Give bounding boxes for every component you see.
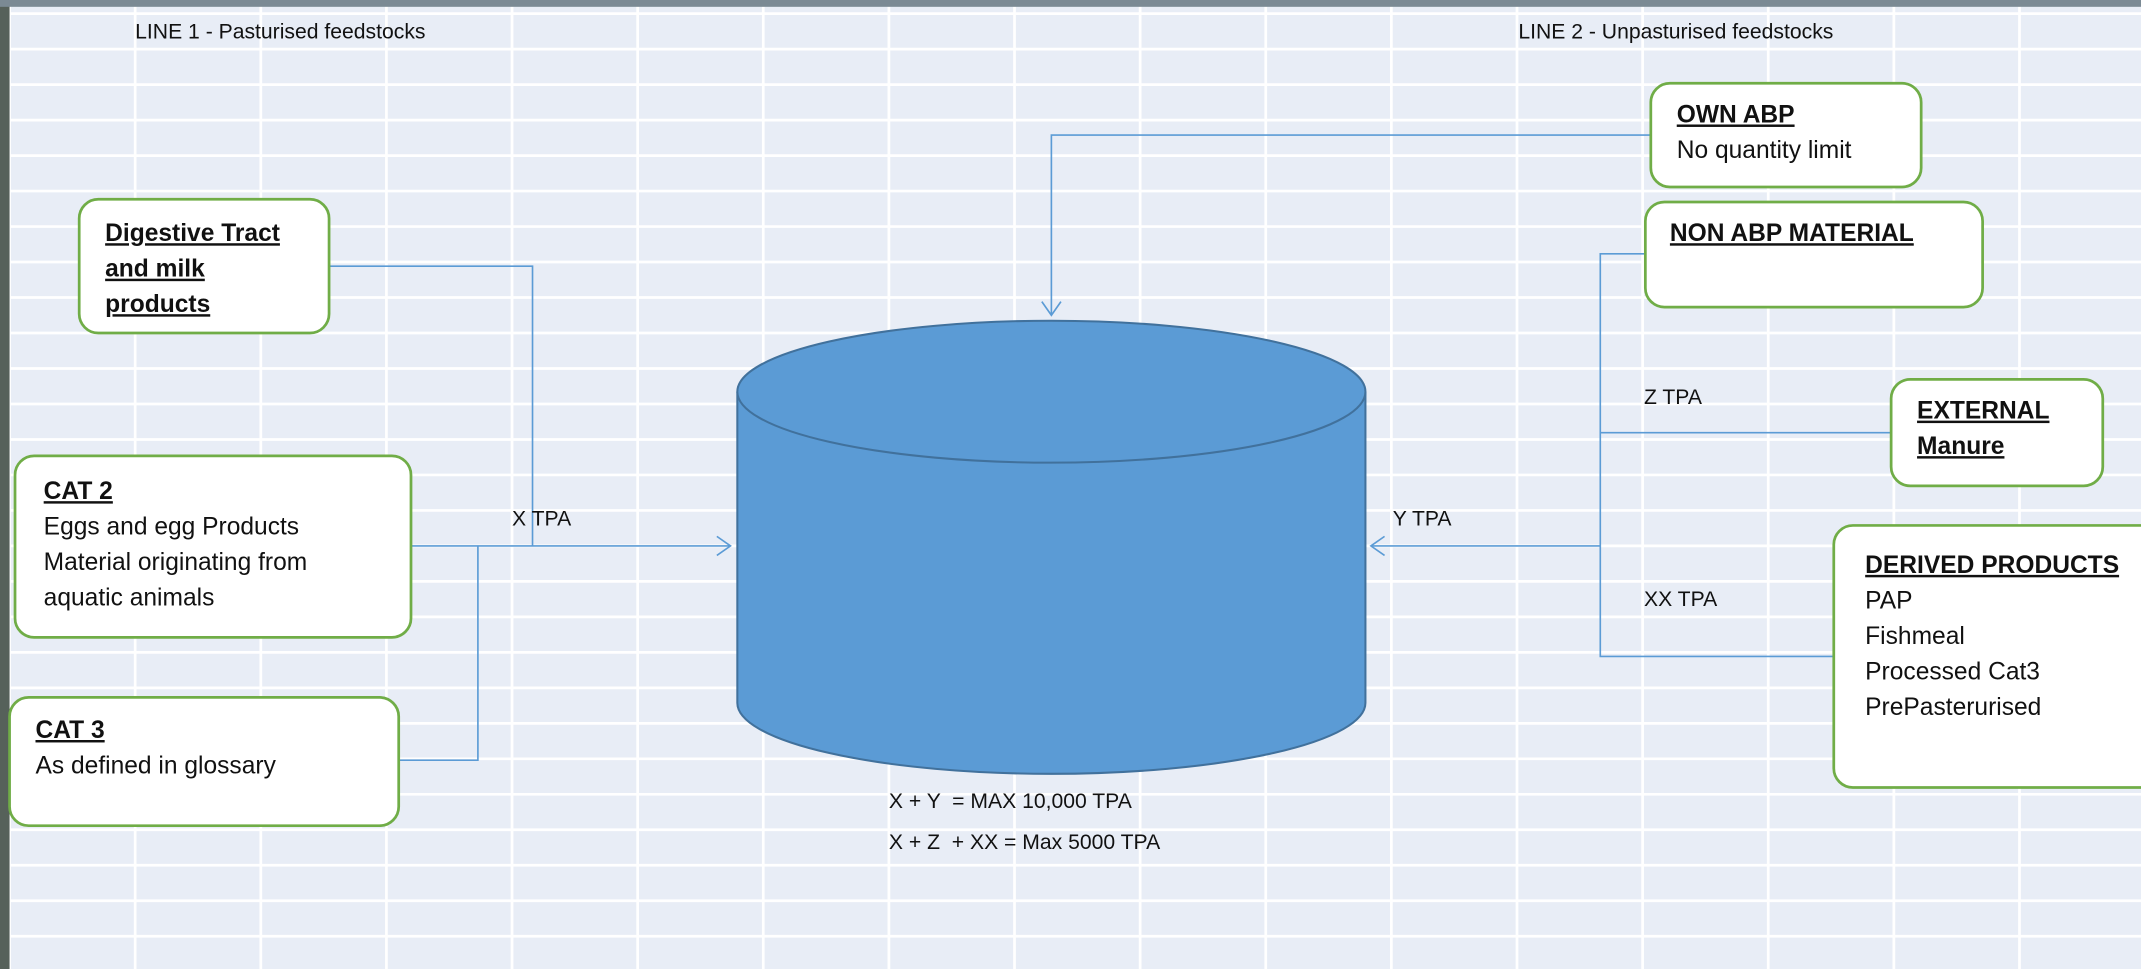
line2-header: LINE 2 - Unpasturised feedstocks (1518, 20, 1833, 43)
node-title: Manure (1917, 433, 2004, 460)
edge-label: Z TPA (1644, 386, 1703, 409)
node-title: CAT 3 (36, 717, 105, 744)
node-title: products (105, 291, 210, 318)
node-title: CAT 2 (44, 478, 113, 505)
tank (737, 321, 1365, 774)
node-box (1645, 202, 1982, 307)
page: Feedstock diagram {"headers": {"line1": … (0, 0, 2141, 969)
edge-label: X TPA (512, 508, 572, 531)
node-line: aquatic animals (44, 585, 215, 612)
node-line: As defined in glossary (36, 752, 277, 779)
node-title: OWN ABP (1677, 101, 1795, 128)
node-line: Fishmeal (1865, 623, 1965, 650)
node: Digestive Tract and milk products (79, 199, 329, 333)
node-title: Digestive Tract (105, 220, 280, 247)
node: EXTERNAL Manure (1891, 379, 2103, 485)
node-title: EXTERNAL (1917, 398, 2049, 425)
node-title: NON ABP MATERIAL (1670, 220, 1914, 247)
node: CAT 3 As defined in glossary (10, 697, 399, 825)
body: LINE 1 - Pasturised feedstocks LINE 2 - … (0, 0, 2141, 969)
node: CAT 2 Eggs and egg Products Material origi… (15, 456, 411, 638)
edge-label: Y TPA (1393, 508, 1453, 531)
formula: X + Z + XX = Max 5000 TPA (889, 831, 1161, 854)
node-line: PrePasterurised (1865, 694, 2041, 721)
node-line: Eggs and egg Products (44, 514, 299, 541)
tank-top (737, 321, 1365, 463)
node: DERIVED PRODUCTS PAP Fishmeal Processed Cat… (1834, 525, 2141, 787)
node-title: and milk (105, 256, 205, 283)
node: NON ABP MATERIAL (1645, 202, 1982, 307)
node: OWN ABP No quantity limit (1651, 83, 1921, 187)
formula: X + Y = MAX 10,000 TPA (889, 790, 1133, 813)
node-title: DERIVED PRODUCTS (1865, 552, 2119, 579)
edge-label: XX TPA (1644, 588, 1718, 611)
line1-header: LINE 1 - Pasturised feedstocks (135, 20, 425, 43)
node-line: Processed Cat3 (1865, 658, 2040, 685)
node-box (1651, 83, 1921, 187)
node-line: No quantity limit (1677, 137, 1852, 164)
node-line: PAP (1865, 587, 1912, 614)
top-edge (0, 0, 2141, 7)
left-edge (0, 0, 10, 969)
diagram: LINE 1 - Pasturised feedstocks LINE 2 - … (0, 0, 2141, 969)
node-line: Material originating from (44, 549, 308, 576)
